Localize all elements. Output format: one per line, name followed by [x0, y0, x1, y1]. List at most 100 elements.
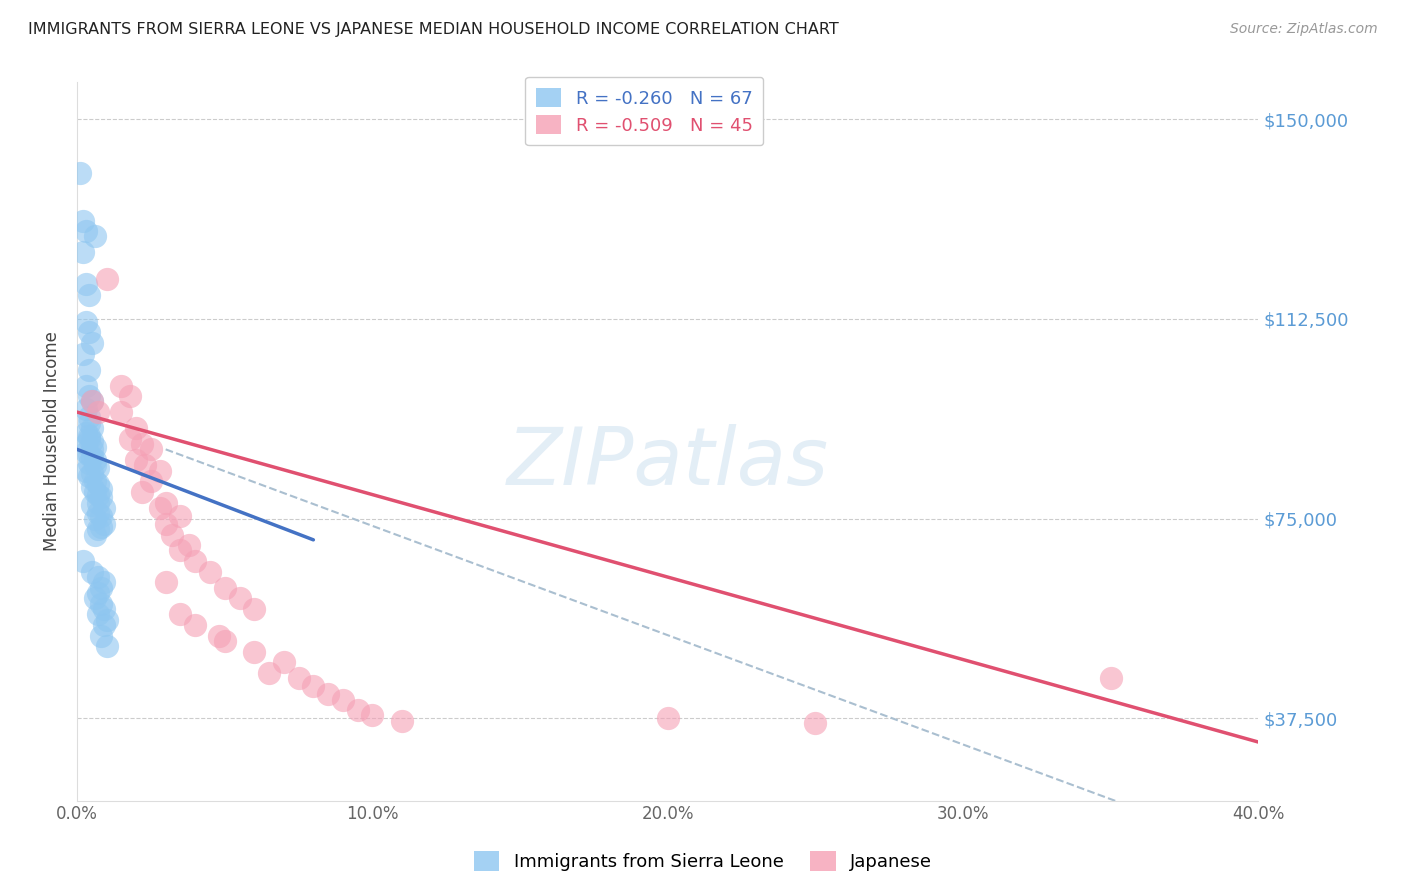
Point — [87, 522, 110, 536]
Point — [77, 432, 100, 446]
Point — [75, 315, 97, 329]
Point — [243, 602, 266, 616]
Point — [83, 511, 105, 525]
Point — [139, 442, 162, 457]
Point — [131, 437, 153, 451]
Point — [346, 703, 368, 717]
Point — [77, 429, 100, 443]
Point — [302, 679, 325, 693]
Point — [77, 326, 100, 340]
Point — [87, 477, 110, 491]
Point — [75, 277, 97, 292]
Point — [391, 714, 413, 728]
Point — [155, 495, 177, 509]
Point — [87, 570, 110, 584]
Point — [77, 416, 100, 430]
Point — [96, 272, 118, 286]
Point — [83, 458, 105, 473]
Point — [198, 565, 221, 579]
Point — [208, 629, 231, 643]
Point — [110, 378, 132, 392]
Point — [131, 485, 153, 500]
Point — [80, 394, 103, 409]
Point — [134, 458, 156, 473]
Point — [90, 581, 112, 595]
Point — [90, 490, 112, 504]
Point — [72, 213, 94, 227]
Point — [287, 671, 309, 685]
Point — [139, 475, 162, 489]
Point — [169, 508, 191, 523]
Point — [80, 498, 103, 512]
Point — [83, 229, 105, 244]
Point — [72, 346, 94, 360]
Point — [75, 224, 97, 238]
Point — [169, 543, 191, 558]
Point — [80, 335, 103, 350]
Point — [75, 464, 97, 478]
Point — [93, 575, 115, 590]
Point — [155, 516, 177, 531]
Point — [214, 581, 236, 595]
Point — [80, 480, 103, 494]
Point — [87, 487, 110, 501]
Point — [214, 634, 236, 648]
Point — [75, 437, 97, 451]
Point — [110, 405, 132, 419]
Point — [184, 554, 207, 568]
Point — [120, 389, 142, 403]
Point — [75, 378, 97, 392]
Point — [83, 527, 105, 541]
Text: ZIPatlas: ZIPatlas — [506, 424, 830, 502]
Point — [93, 516, 115, 531]
Point — [93, 500, 115, 515]
Point — [77, 469, 100, 483]
Point — [83, 485, 105, 500]
Point — [90, 483, 112, 497]
Point — [657, 711, 679, 725]
Legend: Immigrants from Sierra Leone, Japanese: Immigrants from Sierra Leone, Japanese — [467, 844, 939, 879]
Point — [149, 500, 172, 515]
Point — [75, 426, 97, 441]
Point — [83, 475, 105, 489]
Point — [77, 456, 100, 470]
Point — [77, 389, 100, 403]
Point — [80, 434, 103, 449]
Point — [87, 506, 110, 520]
Point — [80, 565, 103, 579]
Point — [80, 442, 103, 457]
Point — [90, 519, 112, 533]
Point — [243, 644, 266, 658]
Point — [80, 421, 103, 435]
Point — [149, 464, 172, 478]
Point — [361, 708, 384, 723]
Point — [155, 575, 177, 590]
Point — [77, 362, 100, 376]
Point — [184, 618, 207, 632]
Point — [90, 597, 112, 611]
Point — [83, 440, 105, 454]
Point — [804, 716, 827, 731]
Point — [96, 613, 118, 627]
Point — [83, 453, 105, 467]
Y-axis label: Median Household Income: Median Household Income — [44, 332, 60, 551]
Point — [77, 288, 100, 302]
Point — [87, 607, 110, 622]
Point — [93, 618, 115, 632]
Point — [332, 692, 354, 706]
Point — [125, 421, 148, 435]
Point — [1099, 671, 1122, 685]
Text: IMMIGRANTS FROM SIERRA LEONE VS JAPANESE MEDIAN HOUSEHOLD INCOME CORRELATION CHA: IMMIGRANTS FROM SIERRA LEONE VS JAPANESE… — [28, 22, 839, 37]
Point — [169, 607, 191, 622]
Point — [125, 453, 148, 467]
Point — [87, 495, 110, 509]
Point — [72, 245, 94, 260]
Point — [90, 508, 112, 523]
Point — [273, 655, 295, 669]
Point — [69, 166, 91, 180]
Point — [87, 461, 110, 475]
Point — [80, 467, 103, 481]
Point — [75, 445, 97, 459]
Point — [77, 410, 100, 425]
Point — [120, 432, 142, 446]
